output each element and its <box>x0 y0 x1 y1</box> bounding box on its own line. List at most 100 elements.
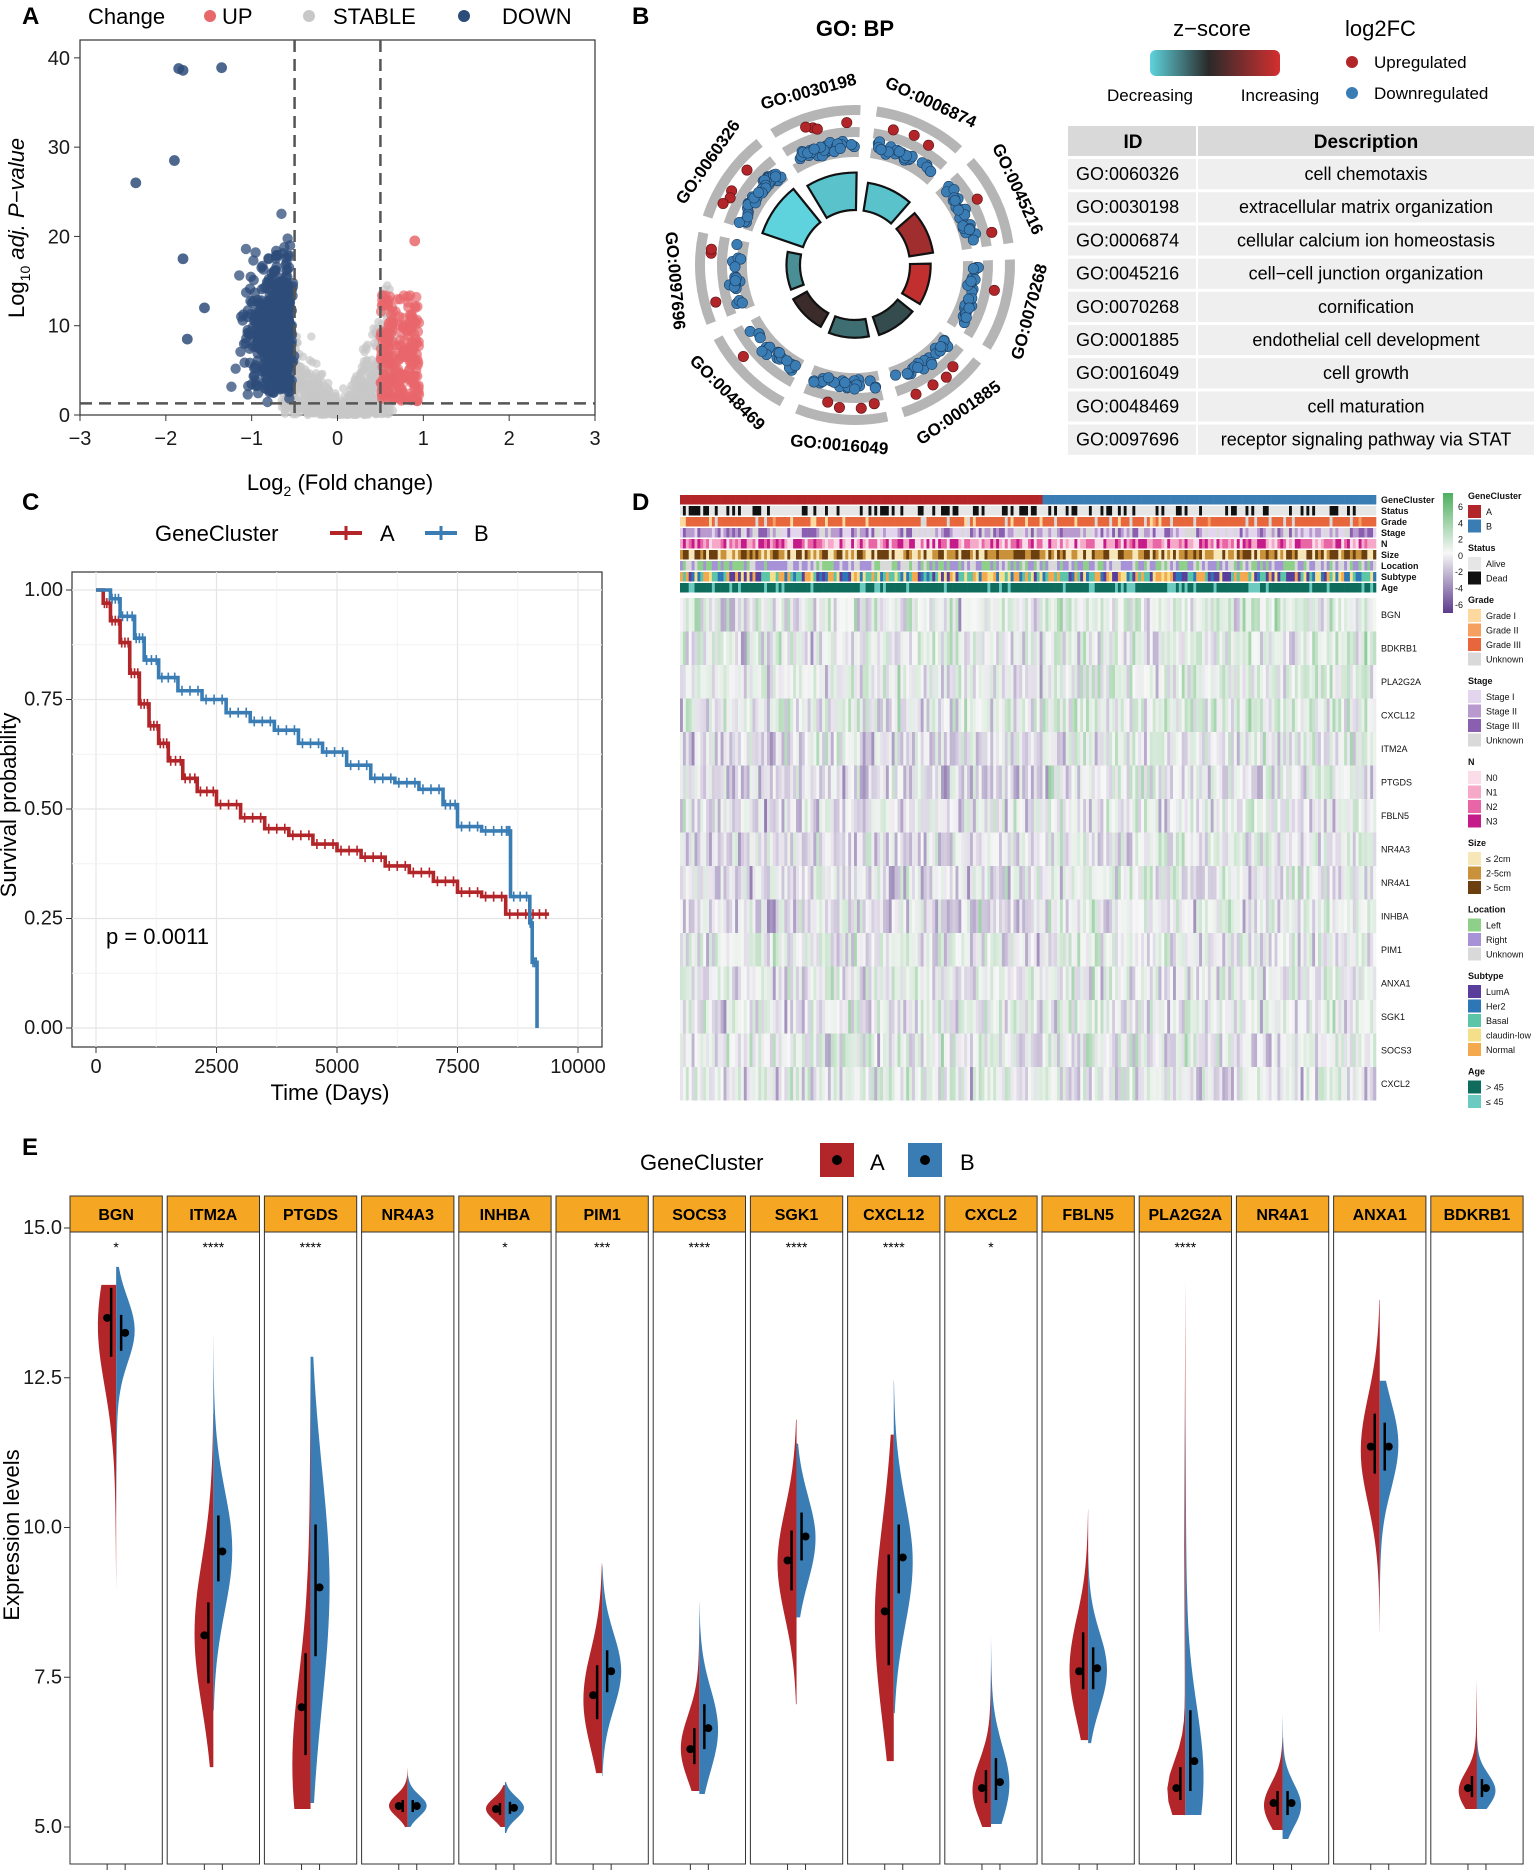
heatmap-annot-cell <box>755 550 759 560</box>
heatmap-annot-cell <box>833 539 837 549</box>
heatmap-annot-cell <box>1239 528 1243 538</box>
heatmap-annot-cell <box>749 495 753 505</box>
heatmap-annot-cell <box>1149 528 1153 538</box>
heatmap-annot-cell <box>967 561 971 571</box>
heatmap-annot-cell <box>781 561 785 571</box>
heatmap-annot-cell <box>1062 517 1066 527</box>
heatmap-annot-cell <box>720 583 724 593</box>
heatmap-annot-cell <box>859 495 863 505</box>
heatmap-cell <box>822 631 826 665</box>
heatmap-annot-cell <box>888 495 892 505</box>
heatmap-annot-cell <box>981 495 985 505</box>
heatmap-annot-cell <box>935 528 939 538</box>
heatmap-cell <box>711 631 716 665</box>
heatmap-cell <box>970 598 974 632</box>
heatmap-annot-cell <box>984 528 988 538</box>
heatmap-annot-cell <box>1097 539 1101 549</box>
heatmap-annot-cell <box>883 517 887 527</box>
heatmap-annot-cell <box>1361 517 1365 527</box>
heatmap-annot-cell <box>807 550 811 560</box>
heatmap-annot-cell <box>682 572 687 582</box>
heatmap-annot-cell <box>1320 495 1325 505</box>
heatmap-annot-cell <box>767 550 771 560</box>
volcano-point-stable <box>316 383 326 393</box>
volcano-plot-area <box>79 39 596 416</box>
heatmap-annot-cell <box>952 561 956 571</box>
heatmap-annot-cell <box>680 539 684 549</box>
heatmap-annot-cell <box>709 550 713 560</box>
heatmap-annot-cell <box>932 550 936 560</box>
heatmap-annot-cell <box>691 539 695 549</box>
heatmap-annot-cell <box>932 506 936 516</box>
volcano-point-stable <box>296 380 306 390</box>
heatmap-annot-cell <box>1068 583 1072 593</box>
heatmap-annot-cell <box>1146 550 1151 560</box>
heatmap-annot-cell <box>1303 539 1307 549</box>
heatmap-cell <box>1091 598 1095 632</box>
heatmap-annot-cell <box>1138 495 1142 505</box>
heatmap-annot-cell <box>1361 528 1365 538</box>
heatmap-annot-cell <box>1132 528 1136 538</box>
heatmap-annot-cell <box>909 517 913 527</box>
go-gene-down <box>875 144 887 156</box>
heatmap-annot-cell <box>912 506 916 516</box>
heatmap-cell <box>827 598 832 632</box>
volcano-point-down <box>283 262 295 273</box>
heatmap-annot-cell <box>1146 517 1151 527</box>
heatmap-annot-cell <box>732 583 736 593</box>
heatmap-cell <box>958 631 962 665</box>
heatmap-annot-cell <box>778 572 782 582</box>
heatmap-cell <box>1109 631 1113 665</box>
heatmap-annot-cell <box>1225 583 1229 593</box>
heatmap-annot-cell <box>1057 561 1061 571</box>
heatmap-cell <box>1370 598 1374 632</box>
heatmap-annot-cell <box>1155 572 1159 582</box>
heatmap-cell <box>1074 598 1078 632</box>
heatmap-annot-cell <box>1289 506 1293 516</box>
heatmap-annot-cell <box>1173 528 1177 538</box>
heatmap-annot-cell <box>796 583 800 593</box>
heatmap-annot-cell <box>1138 528 1142 538</box>
heatmap-annot-cell <box>1184 517 1188 527</box>
heatmap-annot-cell <box>1239 572 1243 582</box>
go-gene-down <box>773 347 785 359</box>
heatmap-annot-cell <box>1036 572 1040 582</box>
heatmap-cell <box>964 631 968 665</box>
heatmap-annot-cell <box>1080 572 1084 582</box>
heatmap-annot-cell <box>1048 506 1052 516</box>
heatmap-annot-cell <box>726 572 730 582</box>
heatmap-annot-cell <box>1071 583 1075 593</box>
heatmap-cell <box>752 598 756 632</box>
heatmap-annot-cell <box>938 495 942 505</box>
heatmap-annot-cell <box>825 495 829 505</box>
go-count-bar <box>894 211 935 258</box>
heatmap-annot-cell <box>993 550 997 560</box>
heatmap-annot-cell <box>825 506 829 516</box>
heatmap-annot-cell <box>1306 495 1310 505</box>
heatmap-cell <box>703 631 707 665</box>
heatmap-annot-cell <box>1315 528 1319 538</box>
heatmap-annot-cell <box>871 572 875 582</box>
heatmap-annot-cell <box>1329 550 1333 560</box>
volcano-point-down <box>270 265 281 276</box>
heatmap-annot-cell <box>943 517 948 527</box>
heatmap-annot-cell <box>883 572 887 582</box>
volcano-point-down <box>277 353 288 365</box>
heatmap-annot-cell <box>1161 561 1165 571</box>
heatmap-annot-cell <box>1347 561 1351 571</box>
go-gene-down <box>770 171 782 183</box>
heatmap-cell <box>842 598 846 632</box>
heatmap-annot-cell <box>885 561 890 571</box>
heatmap-cell <box>943 598 948 632</box>
heatmap-annot-cell <box>729 517 733 527</box>
heatmap-annot-cell <box>775 583 779 593</box>
go-gene-down <box>935 341 947 353</box>
heatmap-annot-cell <box>1294 550 1298 560</box>
heatmap-cell <box>868 631 872 665</box>
heatmap-cell <box>781 598 785 632</box>
heatmap-annot-cell <box>767 506 771 516</box>
heatmap-annot-cell <box>784 550 788 560</box>
heatmap-annot-cell <box>1013 583 1017 593</box>
heatmap-annot-cell <box>1062 550 1066 560</box>
heatmap-annot-cell <box>1164 506 1168 516</box>
